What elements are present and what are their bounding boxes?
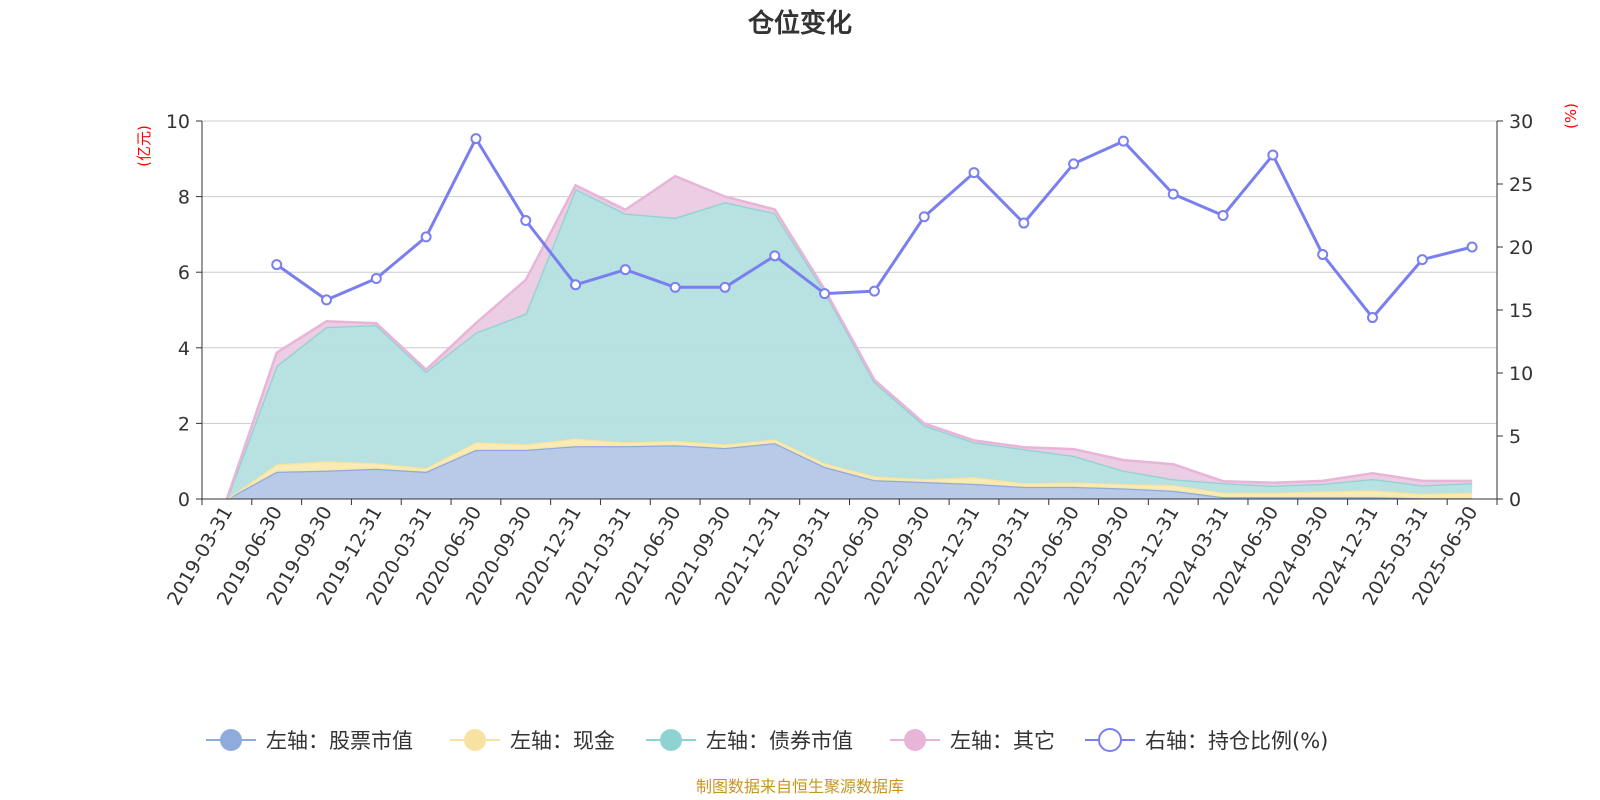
left-tick-label: 2 (178, 413, 190, 435)
right-tick-label: 15 (1509, 300, 1533, 322)
stacked-areas (225, 174, 1473, 501)
data-source-note: 制图数据来自恒生聚源数据库 (696, 777, 904, 796)
legend-item[interactable]: 右轴：持仓比例(%) (1085, 728, 1328, 753)
ratio-point[interactable] (1416, 254, 1428, 266)
ratio-point[interactable] (769, 250, 781, 262)
right-tick-label: 0 (1509, 489, 1521, 511)
legend-marker-icon (660, 729, 682, 751)
legend-item[interactable]: 左轴：债券市值 (646, 729, 853, 753)
right-tick-label: 25 (1509, 174, 1533, 196)
ratio-point[interactable] (918, 211, 930, 223)
legend: 左轴：股票市值 左轴：现金 左轴：债券市值 左轴：其它 右轴：持仓比例(%) (206, 728, 1328, 753)
ratio-point[interactable] (370, 273, 382, 284)
ratio-point[interactable] (570, 279, 582, 291)
chart-title: 仓位变化 (747, 8, 852, 39)
right-tick-label: 10 (1509, 363, 1533, 385)
ratio-point[interactable] (520, 215, 532, 227)
ratio-point[interactable] (1018, 217, 1030, 229)
legend-label: 右轴：持仓比例(%) (1145, 729, 1328, 753)
ratio-point[interactable] (719, 281, 731, 293)
ratio-point[interactable] (1317, 249, 1329, 261)
ratio-point[interactable] (1366, 312, 1378, 324)
legend-item[interactable]: 左轴：现金 (450, 729, 615, 753)
ratio-point[interactable] (1068, 158, 1080, 170)
left-tick-label: 4 (178, 338, 190, 360)
right-tick-label: 5 (1509, 426, 1521, 448)
ratio-point[interactable] (669, 281, 681, 293)
left-tick-label: 10 (166, 111, 190, 133)
ratio-point[interactable] (1117, 135, 1129, 147)
ratio-point[interactable] (420, 231, 432, 243)
left-axis-unit: (亿元) (135, 125, 153, 167)
ratio-point[interactable] (868, 285, 880, 297)
area-edge-左轴：其它 (225, 174, 1473, 500)
area-左轴：债券市值 (226, 189, 1473, 499)
left-tick-label: 6 (178, 262, 190, 284)
left-tick-label: 0 (178, 489, 190, 511)
ratio-point[interactable] (1267, 149, 1279, 161)
right-axis-unit: (%) (1562, 103, 1580, 129)
legend-label: 左轴：股票市值 (266, 729, 413, 753)
legend-label: 左轴：其它 (950, 729, 1055, 753)
right-tick-label: 20 (1509, 237, 1533, 259)
legend-marker-icon (1098, 728, 1122, 752)
legend-marker-icon (220, 729, 242, 751)
ratio-point[interactable] (619, 264, 631, 276)
ratio-point[interactable] (321, 294, 333, 306)
legend-item[interactable]: 左轴：股票市值 (206, 729, 413, 753)
area-左轴：现金 (226, 438, 1473, 499)
legend-item[interactable]: 左轴：其它 (890, 729, 1055, 753)
ratio-point[interactable] (968, 167, 980, 179)
area-左轴：股票市值 (226, 443, 1473, 499)
right-tick-label: 30 (1509, 111, 1533, 133)
legend-marker-icon (464, 729, 486, 751)
ratio-point[interactable] (271, 259, 283, 271)
ratio-point[interactable] (1466, 241, 1478, 253)
left-tick-label: 8 (178, 187, 190, 209)
legend-label: 左轴：现金 (510, 729, 615, 753)
grid-lines (202, 120, 1497, 424)
ratio-point[interactable] (1167, 188, 1179, 200)
legend-label: 左轴：债券市值 (706, 729, 853, 753)
legend-marker-icon (904, 729, 926, 751)
ratio-point[interactable] (470, 133, 482, 145)
ratio-point[interactable] (1217, 210, 1229, 221)
ratio-point[interactable] (819, 288, 831, 300)
position-ratio-line (271, 133, 1478, 324)
